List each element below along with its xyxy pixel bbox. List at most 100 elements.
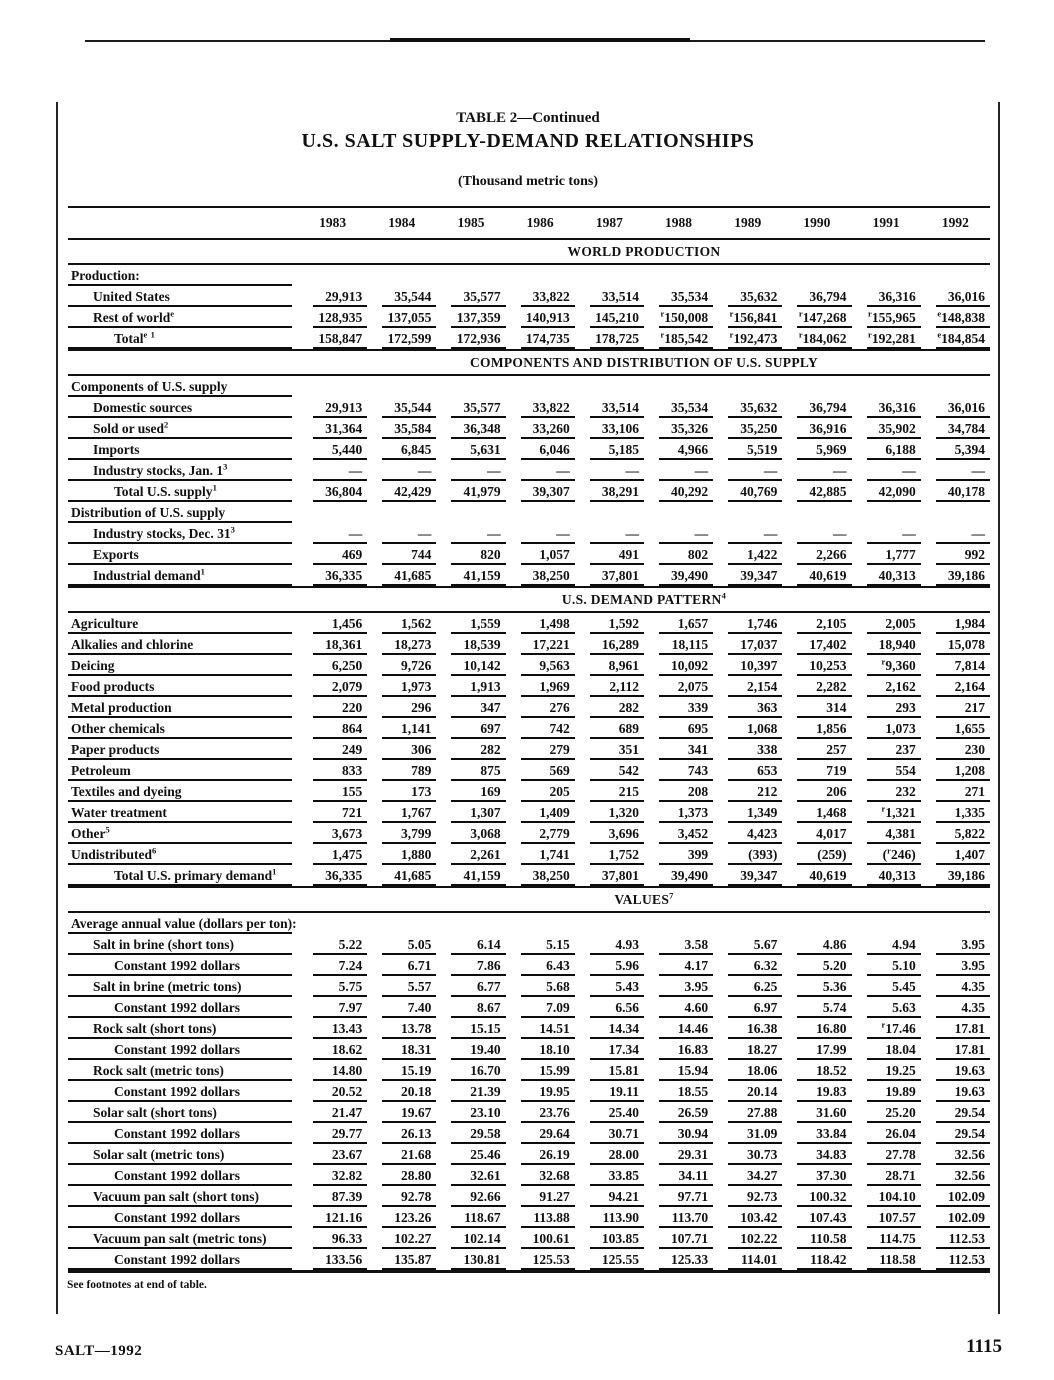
cell: 542: [574, 760, 644, 781]
empty-cell: [436, 375, 505, 397]
cell: 178,725: [574, 328, 644, 350]
cell: 16.80: [782, 1018, 852, 1039]
row-label: Totale 1: [68, 328, 299, 350]
cell: 5,185: [574, 439, 644, 460]
cell: 29.31: [643, 1144, 714, 1165]
cell: 18.06: [713, 1060, 783, 1081]
cell: 39,347: [713, 565, 783, 587]
cell: 6.25: [713, 976, 783, 997]
cell: 34,784: [920, 418, 990, 439]
cell: 17,037: [713, 634, 783, 655]
cell: 145,210: [574, 307, 644, 328]
cell: 19.40: [436, 1039, 506, 1060]
cell: 41,685: [367, 565, 437, 587]
table-row: Constant 1992 dollars 7.97 7.40 8.67 7.09 6.5…: [68, 997, 990, 1018]
cell: 5.45: [851, 976, 921, 997]
cell: 33,822: [505, 397, 575, 418]
cell: 123.26: [367, 1207, 437, 1228]
table-row: Rock salt (metric tons) 14.80 15.19 16.70 15…: [68, 1060, 990, 1081]
cell: 5.36: [782, 976, 852, 997]
cell: 554: [851, 760, 921, 781]
cell: 25.40: [574, 1102, 644, 1123]
cell: 37.30: [782, 1165, 852, 1186]
year-header: 1986: [505, 206, 575, 240]
cell: 13.78: [367, 1018, 437, 1039]
cell: 39,347: [713, 865, 783, 887]
empty-cell: [506, 912, 575, 934]
cell: 4.60: [643, 997, 714, 1018]
empty-cell: [852, 502, 921, 523]
empty-cell: [921, 912, 990, 934]
cell: —: [920, 460, 990, 481]
cell: 29.77: [298, 1123, 368, 1144]
year-header: 1983: [298, 206, 368, 240]
cell: 6,188: [851, 439, 921, 460]
empty-cell: [367, 912, 436, 934]
cell: 7.86: [436, 955, 506, 976]
years-header-row: 1983 1984 1985 1986 1987 1988 1989 1990 1991 1992: [68, 206, 990, 240]
row-label: Total U.S. primary demand1: [68, 865, 299, 887]
cell: 33,514: [574, 397, 644, 418]
cell: —: [505, 523, 575, 544]
cell: 34.11: [643, 1165, 714, 1186]
cell: 100.32: [782, 1186, 852, 1207]
cell: 25.20: [851, 1102, 921, 1123]
cell: r150,008: [643, 307, 714, 328]
cell: 18.31: [367, 1039, 437, 1060]
empty-cell: [644, 375, 713, 397]
cell: 94.21: [574, 1186, 644, 1207]
cell: 35,632: [713, 397, 783, 418]
cell: r9,360: [851, 655, 921, 676]
cell: 31.09: [713, 1123, 783, 1144]
cell: 15.99: [505, 1060, 575, 1081]
empty-cell: [782, 375, 851, 397]
cell: 35,534: [643, 397, 714, 418]
cell: 1,973: [367, 676, 437, 697]
cell: 1,559: [436, 612, 506, 634]
table-row: Solar salt (metric tons) 23.67 21.68 25.46 2…: [68, 1144, 990, 1165]
cell: 4.93: [574, 934, 644, 955]
cell: 20.14: [713, 1081, 783, 1102]
cell: 133.56: [298, 1249, 368, 1272]
cell: 6.77: [436, 976, 506, 997]
empty-cell: [367, 264, 436, 286]
cell: 1,746: [713, 612, 783, 634]
cell: 569: [505, 760, 575, 781]
cell: 721: [298, 802, 368, 823]
cell: 7,814: [920, 655, 990, 676]
cell: 26.13: [367, 1123, 437, 1144]
cell: 719: [782, 760, 852, 781]
cell: 35,544: [367, 286, 437, 307]
row-label: Constant 1992 dollars: [68, 1165, 299, 1186]
row-label: Total U.S. supply1: [68, 481, 299, 502]
cell: 5,631: [436, 439, 506, 460]
cell: 789: [367, 760, 437, 781]
cell: (259): [782, 844, 852, 865]
empty-cell: [298, 264, 367, 286]
cell: 13.43: [298, 1018, 368, 1039]
cell: 40,769: [713, 481, 783, 502]
cell: 19.63: [920, 1081, 990, 1102]
cell: 21.47: [298, 1102, 368, 1123]
cell: 18.52: [782, 1060, 852, 1081]
cell: 36,335: [298, 865, 368, 887]
cell: 10,253: [782, 655, 852, 676]
cell: 118.58: [851, 1249, 921, 1272]
cell: 26.04: [851, 1123, 921, 1144]
cell: 2,261: [436, 844, 506, 865]
cell: 5.20: [782, 955, 852, 976]
empty-cell: [575, 912, 644, 934]
year-header: 1988: [643, 206, 714, 240]
cell: 118.42: [782, 1249, 852, 1272]
table-row: Rock salt (short tons) 13.43 13.78 15.15 14.…: [68, 1018, 990, 1039]
years-row-label-cell: [68, 206, 299, 240]
cell: r17.46: [851, 1018, 921, 1039]
table-row: Rest of worlde 128,935 137,055 137,359 140,9…: [68, 307, 990, 328]
cell: 27.78: [851, 1144, 921, 1165]
row-label: Textiles and dyeing: [68, 781, 299, 802]
row-label: Vacuum pan salt (metric tons): [68, 1228, 299, 1249]
cell: 2,162: [851, 676, 921, 697]
empty-cell: [644, 502, 713, 523]
cell: r192,281: [851, 328, 921, 350]
cell: 2,154: [713, 676, 783, 697]
